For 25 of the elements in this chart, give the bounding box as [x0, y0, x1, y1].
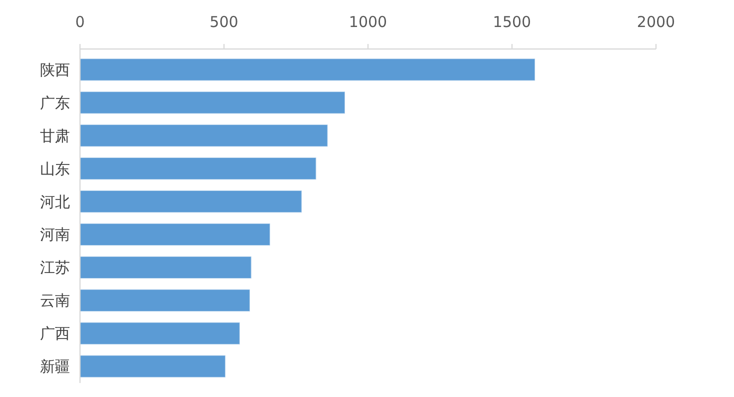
bar [80, 190, 302, 214]
y-tick-label: 陕西 [40, 60, 70, 79]
bar [80, 288, 250, 312]
bar [80, 354, 226, 378]
bar [80, 58, 536, 82]
y-tick-label: 甘肃 [40, 126, 70, 145]
y-tick-label: 江苏 [40, 258, 70, 277]
bar [80, 91, 346, 114]
x-tick-label: 2000 [636, 13, 676, 31]
y-tick-label: 河北 [40, 192, 70, 211]
bar [80, 256, 252, 279]
y-tick-label: 云南 [40, 292, 70, 310]
bar [80, 157, 317, 180]
bar [80, 322, 240, 345]
bar [80, 124, 328, 148]
bar [80, 222, 271, 246]
y-tick-label: 广东 [40, 94, 70, 112]
y-tick-label: 山东 [40, 160, 70, 178]
y-tick-label: 河南 [40, 226, 70, 244]
y-tick-label: 新疆 [40, 358, 70, 376]
y-tick-label: 广西 [40, 324, 70, 343]
x-tick-label: 1000 [348, 13, 388, 31]
x-tick-label: 1500 [492, 13, 532, 31]
x-tick-label: 0 [75, 13, 85, 31]
x-tick-label: 500 [210, 13, 238, 31]
